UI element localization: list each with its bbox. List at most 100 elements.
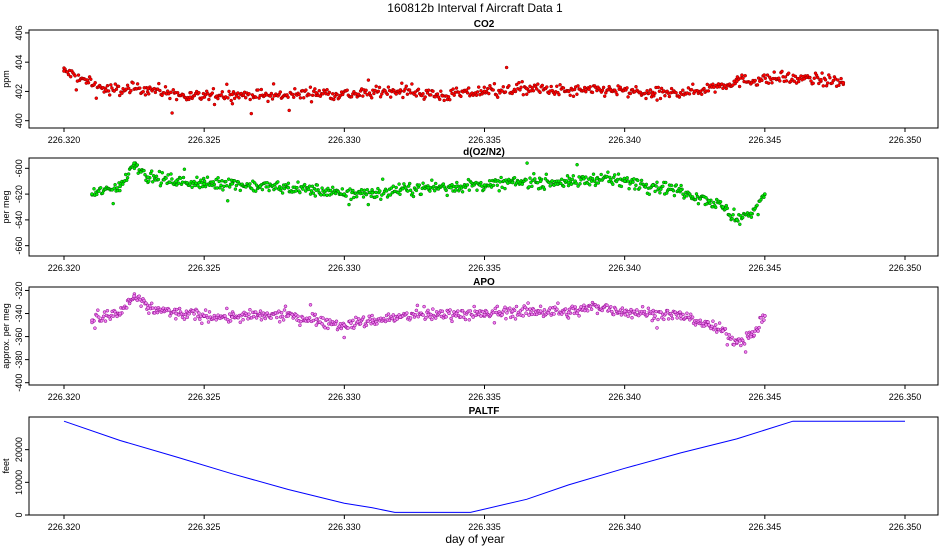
scatter-point-co2 (549, 84, 553, 89)
scatter-point-co2 (327, 90, 332, 95)
scatter-point-co2 (571, 94, 576, 99)
scatter-point-co2 (73, 74, 77, 78)
scatter-point-co2 (602, 94, 607, 98)
scatter-point-o2n2 (159, 181, 164, 185)
scatter-point-co2 (503, 90, 508, 94)
scatter-point-apo (732, 343, 736, 347)
scatter-point-co2 (647, 91, 652, 95)
x-tick-label-apo-2: 226.330 (328, 392, 361, 402)
scatter-point-apo (723, 327, 728, 331)
scatter-point-o2n2 (432, 188, 437, 193)
scatter-point-co2 (68, 74, 73, 79)
scatter-point-co2 (113, 82, 118, 86)
scatter-point-apo (492, 321, 497, 325)
scatter-point-co2 (590, 90, 595, 95)
scatter-point-apo (321, 316, 325, 320)
scatter-point-co2 (335, 92, 339, 97)
panel-o2n2: d(O2/N2) per meg 226.320 226.325 226.330 22… (1, 147, 939, 273)
scatter-point-co2 (206, 91, 210, 96)
x-tick-label-paltf-6: 226.350 (889, 522, 922, 532)
scatter-point-o2n2 (286, 181, 291, 186)
scatter-point-apo (504, 316, 508, 321)
scatter-point-co2 (429, 93, 433, 97)
scatter-point-apo (577, 314, 581, 318)
scatter-point-co2 (634, 84, 638, 89)
scatter-point-o2n2 (575, 162, 579, 167)
scatter-point-co2 (836, 78, 840, 82)
scatter-point-co2 (414, 94, 419, 98)
scatter-point-apo (655, 326, 659, 330)
scatter-point-co2 (465, 91, 470, 95)
scatter-point-co2 (131, 81, 135, 85)
data-point-o2n2 (398, 188, 403, 193)
scatter-point-co2 (248, 97, 252, 102)
data-point-co2 (482, 89, 487, 94)
data-point-apo (650, 311, 655, 316)
x-tick-label-o2n2-4: 226.340 (608, 263, 641, 273)
scatter-point-co2 (479, 89, 483, 93)
y-tick-label-co2-2: 404 (14, 55, 24, 70)
scatter-point-o2n2 (113, 182, 117, 187)
x-tick-label-co2-6: 226.350 (889, 135, 922, 145)
scatter-point-apo (690, 315, 695, 319)
scatter-point-co2 (400, 81, 404, 85)
scatter-point-co2 (378, 95, 383, 99)
scatter-point-apo (710, 324, 714, 329)
scatter-point-o2n2 (713, 205, 718, 210)
scatter-point-apo (177, 306, 182, 311)
scatter-point-o2n2 (576, 184, 580, 188)
scatter-point-co2 (837, 83, 841, 88)
scatter-point-apo (447, 311, 451, 316)
scatter-point-apo (314, 323, 319, 327)
x-tick-label-apo-0: 226.320 (48, 392, 81, 402)
scatter-point-co2 (448, 97, 452, 102)
scatter-point-o2n2 (542, 187, 547, 192)
scatter-point-apo (139, 304, 143, 308)
panel-co2: CO2 ppm 226.320 226.325 226.330 226.335 226.… (1, 19, 939, 145)
scatter-point-co2 (625, 86, 629, 90)
scatter-point-o2n2 (232, 179, 237, 183)
scatter-point-o2n2 (467, 188, 472, 192)
scatter-point-co2 (112, 89, 116, 93)
scatter-point-co2 (561, 86, 566, 90)
scatter-point-o2n2 (567, 176, 572, 181)
scatter-point-apo (760, 320, 764, 324)
scatter-point-co2 (485, 86, 490, 91)
data-point-co2 (188, 95, 193, 100)
scatter-point-co2 (405, 92, 410, 96)
scatter-point-co2 (713, 90, 717, 94)
scatter-point-apo (693, 323, 698, 327)
scatter-point-o2n2 (731, 213, 735, 217)
scatter-point-o2n2 (380, 177, 385, 181)
scatter-point-co2 (120, 91, 124, 95)
scatter-point-co2 (442, 98, 446, 103)
figure-title: 160812b Interval f Aircraft Data 1 (387, 1, 563, 15)
scatter-point-co2 (168, 96, 172, 101)
plot-frame-co2 (28, 29, 939, 129)
scatter-point-o2n2 (274, 186, 278, 190)
scatter-point-o2n2 (685, 194, 689, 198)
scatter-point-apo (370, 313, 374, 318)
x-tick-label-o2n2-5: 226.345 (749, 263, 782, 273)
scatter-point-o2n2 (388, 193, 393, 197)
scatter-point-o2n2 (166, 173, 170, 177)
scatter-point-co2 (674, 91, 678, 95)
scatter-point-o2n2 (125, 175, 130, 180)
scatter-point-co2 (626, 95, 630, 99)
axes-o2n2: 226.320 226.325 226.330 226.335 226.340 226.3… (14, 159, 921, 273)
scatter-point-co2 (423, 95, 427, 99)
scatter-point-o2n2 (487, 179, 492, 183)
scatter-point-o2n2 (126, 172, 131, 176)
scatter-point-o2n2 (449, 186, 453, 190)
scatter-point-o2n2 (248, 182, 252, 186)
scatter-point-co2 (143, 93, 148, 97)
scatter-point-co2 (681, 88, 685, 92)
scatter-point-o2n2 (528, 176, 532, 180)
scatter-point-o2n2 (407, 181, 412, 186)
scatter-point-o2n2 (574, 181, 578, 185)
scatter-point-co2 (780, 69, 784, 74)
scatter-point-o2n2 (260, 187, 265, 192)
scatter-point-co2 (762, 73, 766, 77)
scatter-point-co2 (825, 81, 830, 85)
scatter-point-apo (762, 318, 766, 322)
